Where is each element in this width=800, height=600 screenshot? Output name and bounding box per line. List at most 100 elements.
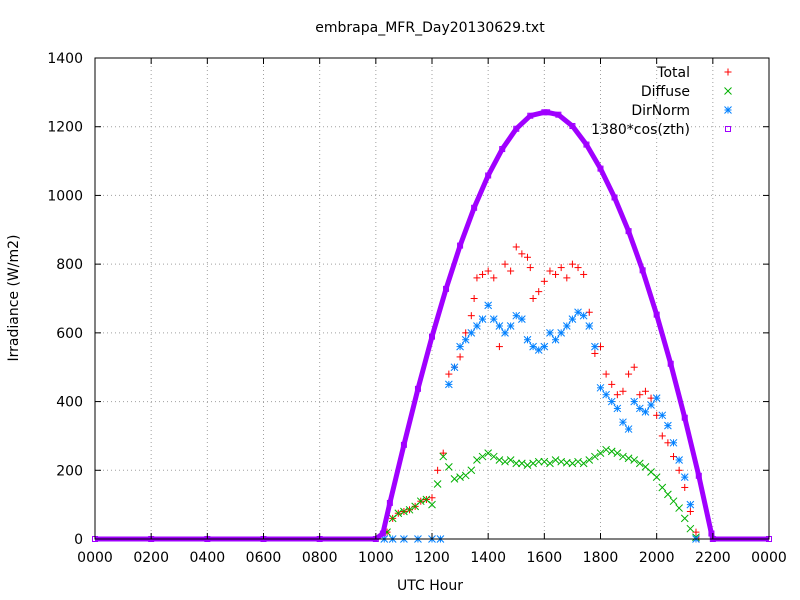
y-tick-label: 1000 xyxy=(47,188,83,204)
data-point xyxy=(680,514,689,523)
data-point xyxy=(647,401,655,409)
x-tick-label: 0400 xyxy=(190,550,226,566)
data-point xyxy=(608,380,616,388)
x-tick-label: 0800 xyxy=(302,550,338,566)
data-point xyxy=(583,141,590,148)
data-point xyxy=(473,322,481,330)
data-point xyxy=(695,472,702,479)
data-point xyxy=(569,123,576,130)
y-tick-label: 400 xyxy=(56,395,83,411)
data-point xyxy=(724,68,732,76)
data-point xyxy=(667,360,674,367)
data-point xyxy=(445,370,453,378)
data-point xyxy=(495,456,504,464)
data-point xyxy=(529,459,537,468)
data-point xyxy=(535,288,543,296)
data-point xyxy=(596,449,605,457)
y-tick-label: 200 xyxy=(56,463,83,479)
data-point xyxy=(484,301,493,310)
data-point xyxy=(518,315,526,323)
data-point xyxy=(484,267,492,275)
series-dirnorm xyxy=(380,301,700,543)
x-tick-label: 0600 xyxy=(246,550,282,566)
data-point xyxy=(439,452,448,461)
data-point xyxy=(499,146,506,153)
data-point xyxy=(386,499,393,506)
data-point xyxy=(669,497,678,506)
data-point xyxy=(585,456,594,464)
data-point xyxy=(501,457,509,466)
data-point xyxy=(557,329,566,337)
data-point xyxy=(630,397,639,406)
x-tick-label: 0200 xyxy=(133,550,169,566)
data-point xyxy=(725,126,731,132)
data-point xyxy=(489,315,498,323)
data-point xyxy=(591,452,599,461)
data-point xyxy=(540,342,549,351)
data-point xyxy=(379,530,386,537)
data-point xyxy=(443,285,450,292)
data-point xyxy=(529,295,537,302)
chart-title: embrapa_MFR_Day20130629.txt xyxy=(315,20,545,36)
series-diffuse xyxy=(383,445,700,542)
data-point xyxy=(624,454,633,463)
data-point xyxy=(630,363,638,371)
data-point xyxy=(456,353,464,361)
data-point xyxy=(518,250,526,258)
legend-label: DirNorm xyxy=(631,103,690,119)
data-point xyxy=(557,264,565,272)
data-point xyxy=(526,264,534,272)
data-point xyxy=(495,322,504,330)
data-point xyxy=(456,342,464,351)
data-point xyxy=(507,267,515,275)
data-point xyxy=(484,449,493,457)
data-point xyxy=(574,264,582,272)
data-point xyxy=(544,109,551,116)
data-point xyxy=(591,342,599,351)
data-point xyxy=(428,500,436,509)
x-tick-label: 1400 xyxy=(470,550,506,566)
x-tick-label: 1800 xyxy=(583,550,619,566)
data-point xyxy=(461,335,470,344)
data-point xyxy=(681,483,689,491)
data-point xyxy=(518,459,526,468)
data-point xyxy=(506,456,515,464)
data-point xyxy=(568,260,576,268)
data-point xyxy=(434,466,442,474)
data-point xyxy=(555,111,562,118)
data-point xyxy=(478,315,487,323)
data-point xyxy=(568,315,577,323)
x-tick-label: 1200 xyxy=(414,550,450,566)
data-point xyxy=(607,447,616,456)
data-point xyxy=(471,204,478,211)
data-point xyxy=(495,343,503,351)
data-point xyxy=(636,391,644,399)
data-point xyxy=(664,421,672,430)
data-point xyxy=(473,456,481,464)
data-point xyxy=(686,500,695,509)
data-point xyxy=(602,390,610,399)
data-point xyxy=(658,483,667,492)
data-point xyxy=(607,397,616,406)
legend-label: Diffuse xyxy=(641,84,690,100)
data-point xyxy=(513,125,520,132)
data-point xyxy=(400,441,407,448)
data-point xyxy=(501,329,509,337)
data-point xyxy=(568,459,577,468)
data-point xyxy=(602,445,610,454)
y-tick-label: 1400 xyxy=(47,51,83,67)
y-tick-label: 0 xyxy=(74,532,83,548)
data-point xyxy=(414,385,421,392)
data-point xyxy=(591,349,599,357)
data-point xyxy=(490,274,498,282)
data-point xyxy=(527,112,534,119)
data-point xyxy=(585,322,594,330)
data-point xyxy=(675,504,683,512)
data-point xyxy=(635,404,644,413)
data-point xyxy=(551,335,560,344)
data-point xyxy=(625,370,633,378)
data-point xyxy=(467,312,475,320)
data-point xyxy=(619,387,627,395)
data-point xyxy=(562,322,571,330)
x-axis-label: UTC Hour xyxy=(397,578,463,594)
